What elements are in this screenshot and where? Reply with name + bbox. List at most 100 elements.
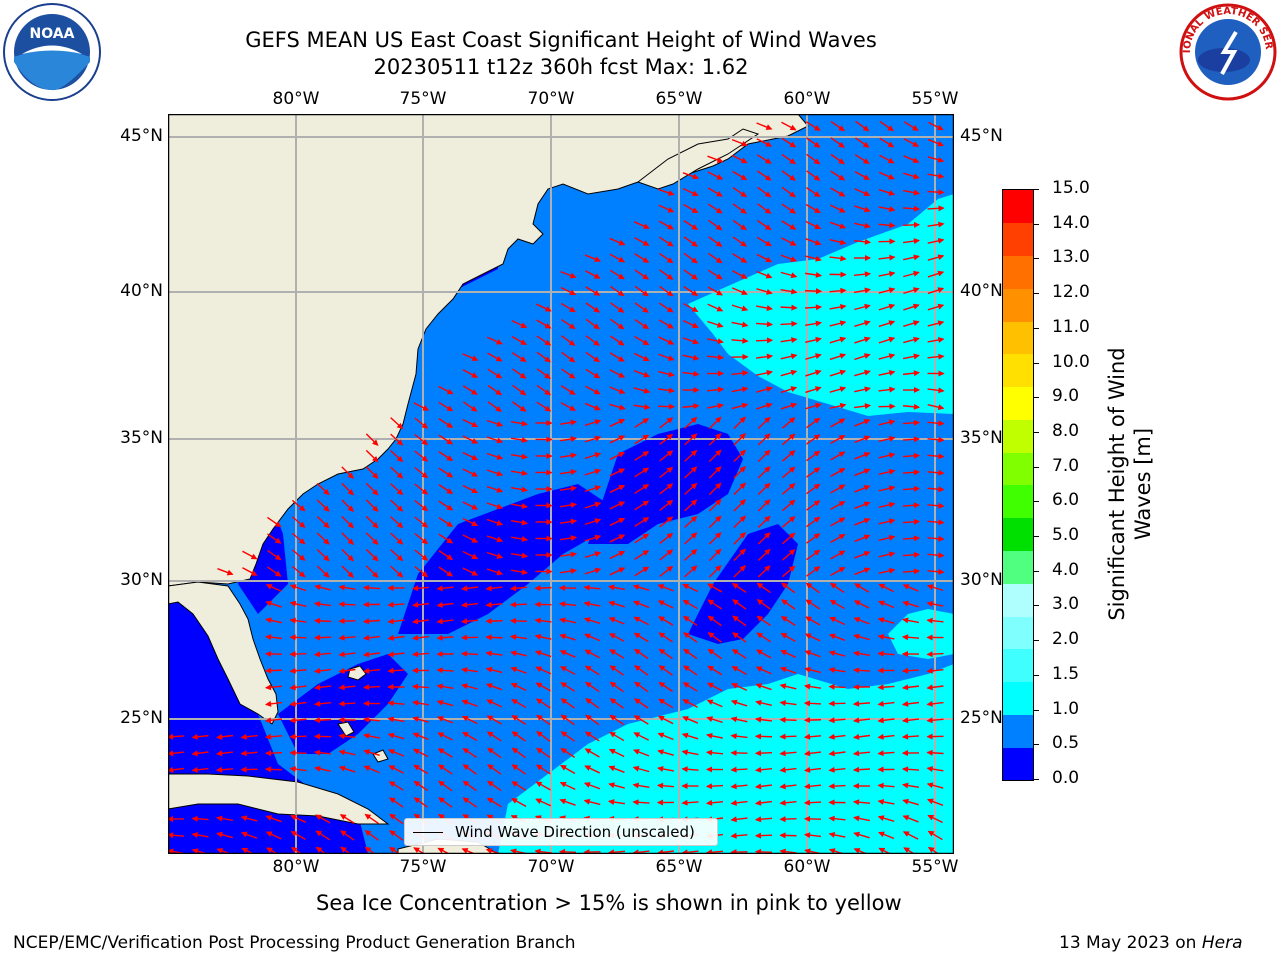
wave-direction-arrow [390, 565, 404, 578]
wave-direction-arrow [732, 236, 748, 247]
latitude-label: 45°N [960, 126, 1003, 146]
wave-direction-arrow [534, 848, 552, 854]
wave-direction-arrow [338, 634, 356, 641]
wave-direction-arrow [682, 665, 698, 676]
wave-direction-arrow [387, 700, 405, 707]
wave-direction-arrow [733, 433, 746, 446]
wave-direction-arrow [559, 633, 576, 641]
wave-direction-arrow [436, 634, 454, 641]
wave-direction-arrow [830, 451, 846, 461]
wave-direction-arrow [387, 667, 405, 674]
wave-direction-arrow [536, 714, 551, 726]
wave-direction-arrow [754, 783, 773, 790]
wave-direction-arrow [290, 815, 307, 823]
wave-direction-arrow [854, 567, 871, 576]
wave-direction-arrow [289, 600, 307, 608]
wave-direction-arrow [781, 549, 796, 561]
wave-direction-arrow [437, 847, 451, 854]
wave-direction-arrow [510, 683, 527, 691]
wave-direction-arrow [632, 799, 650, 806]
wave-direction-arrow [756, 369, 773, 376]
wave-direction-arrow [191, 750, 209, 757]
wave-direction-arrow [926, 617, 944, 624]
colorbar-tick-label: 6.0 [1052, 490, 1080, 511]
wave-direction-arrow [903, 155, 920, 163]
wave-direction-arrow [757, 532, 771, 545]
wave-direction-arrow [559, 502, 578, 508]
latitude-label: 30°N [960, 570, 1003, 590]
legend-line-icon [413, 831, 443, 833]
wave-direction-arrow [365, 433, 379, 446]
wave-direction-arrow [927, 404, 945, 411]
wave-direction-arrow [903, 138, 920, 147]
wave-direction-arrow [535, 469, 553, 476]
wave-direction-arrow [707, 171, 724, 180]
wave-direction-arrow [902, 370, 921, 377]
wave-direction-arrow [828, 700, 846, 707]
wave-direction-arrow [730, 816, 748, 823]
wave-direction-arrow [901, 700, 920, 707]
wave-direction-arrow [682, 387, 700, 393]
wave-direction-arrow [338, 700, 356, 707]
wave-direction-arrow [387, 732, 405, 740]
colorbar-tick-mark [1033, 536, 1039, 538]
wave-direction-arrow [511, 352, 527, 362]
wave-direction-arrow [632, 765, 650, 773]
wave-direction-arrow [584, 254, 601, 262]
wave-direction-arrow [927, 156, 945, 163]
wave-direction-arrow [314, 814, 331, 824]
wave-direction-arrow [585, 368, 601, 379]
wave-direction-arrow [315, 830, 331, 841]
wave-direction-arrow [902, 436, 921, 443]
wave-direction-arrow [242, 550, 258, 560]
wave-direction-arrow [387, 651, 405, 658]
wave-direction-arrow [684, 532, 698, 545]
wave-direction-arrow [265, 815, 282, 823]
wave-direction-arrow [267, 516, 282, 528]
wave-direction-arrow [682, 337, 700, 345]
wave-direction-arrow [854, 171, 871, 180]
wave-direction-arrow [754, 832, 773, 839]
wave-direction-arrow [877, 733, 895, 740]
wave-direction-arrow [438, 550, 454, 561]
wave-direction-arrow [658, 220, 674, 230]
wave-direction-arrow [829, 204, 846, 213]
wave-direction-arrow [485, 618, 503, 625]
wave-direction-arrow [289, 634, 307, 641]
wave-direction-arrow [901, 717, 920, 724]
wave-direction-arrow [216, 831, 233, 839]
wave-direction-arrow [560, 318, 576, 330]
wave-direction-arrow [634, 318, 650, 330]
wave-direction-arrow [927, 568, 945, 575]
colorbar-tick-mark [1033, 779, 1039, 780]
wave-direction-arrow [878, 468, 896, 475]
wave-direction-arrow [707, 286, 724, 296]
wave-direction-arrow [462, 780, 477, 792]
wave-direction-arrow [584, 402, 601, 411]
wave-direction-arrow [707, 269, 723, 280]
colorbar-tick-label: 12.0 [1052, 282, 1090, 303]
wave-direction-arrow [632, 782, 650, 789]
wave-direction-arrow [805, 599, 821, 610]
wave-direction-arrow [877, 799, 895, 805]
wave-direction-arrow [388, 749, 405, 757]
wave-direction-arrow [264, 717, 283, 724]
wave-direction-arrow [877, 667, 895, 674]
wave-direction-arrow [659, 516, 674, 528]
wave-direction-arrow [854, 583, 870, 593]
wave-direction-arrow [509, 634, 528, 641]
wave-direction-arrow [486, 780, 502, 792]
wave-direction-arrow [585, 302, 601, 313]
colorbar-tick-label: 4.0 [1052, 559, 1080, 580]
wave-direction-arrow [438, 451, 454, 462]
wave-direction-arrow [730, 699, 748, 707]
wave-direction-arrow [535, 552, 553, 559]
wave-direction-arrow [561, 351, 576, 363]
wave-direction-arrow [682, 599, 698, 610]
wave-direction-arrow [266, 847, 279, 854]
wave-direction-arrow [853, 633, 870, 641]
wave-direction-arrow [853, 271, 872, 278]
wave-direction-arrow [510, 503, 529, 509]
wave-direction-arrow [240, 733, 258, 740]
wave-direction-arrow [781, 237, 797, 246]
